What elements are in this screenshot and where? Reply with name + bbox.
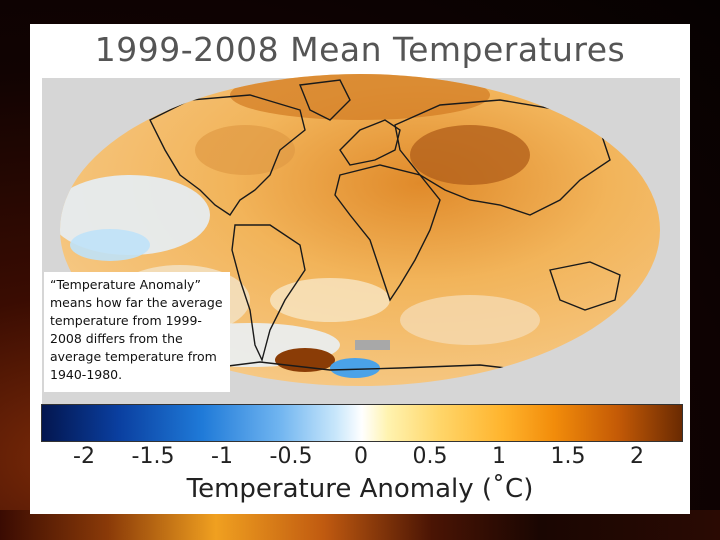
tick-label: -1.5	[131, 444, 175, 469]
temperature-colorbar	[41, 404, 683, 442]
warm-region-north-america	[195, 125, 295, 175]
colorbar-axis-title: Temperature Anomaly (˚C)	[186, 474, 534, 504]
coastline-antarctica	[179, 361, 541, 373]
tick-label: 0	[354, 444, 368, 469]
cool-region-south-atlantic	[270, 278, 390, 322]
coastline-asia	[394, 99, 611, 216]
cool-region-indian-ocean	[400, 295, 540, 345]
tick-label: 0.5	[412, 444, 448, 469]
warm-region-siberia	[410, 125, 530, 185]
tick-label: -2	[73, 444, 95, 469]
warm-region-arctic	[230, 74, 490, 120]
coastline-australia	[549, 261, 621, 311]
coastline-greenland	[299, 79, 351, 121]
no-data-region	[355, 340, 390, 350]
tick-label: -0.5	[269, 444, 313, 469]
tick-label: 2	[630, 444, 644, 469]
tick-label: 1	[492, 444, 506, 469]
cool-region-antarctica	[330, 358, 380, 378]
coastline-south-america	[231, 224, 306, 363]
warm-region-antarctic-peninsula	[275, 348, 335, 372]
tick-label: 1.5	[550, 444, 586, 469]
slide-title: 1999-2008 Mean Temperatures	[94, 30, 626, 69]
coastline-north-america	[149, 94, 306, 216]
anomaly-definition-callout: “Temperature Anomaly” means how far the …	[44, 272, 230, 392]
cool-region-west	[70, 229, 150, 261]
tick-label: -1	[211, 444, 233, 469]
fire-background-strip	[0, 510, 720, 540]
